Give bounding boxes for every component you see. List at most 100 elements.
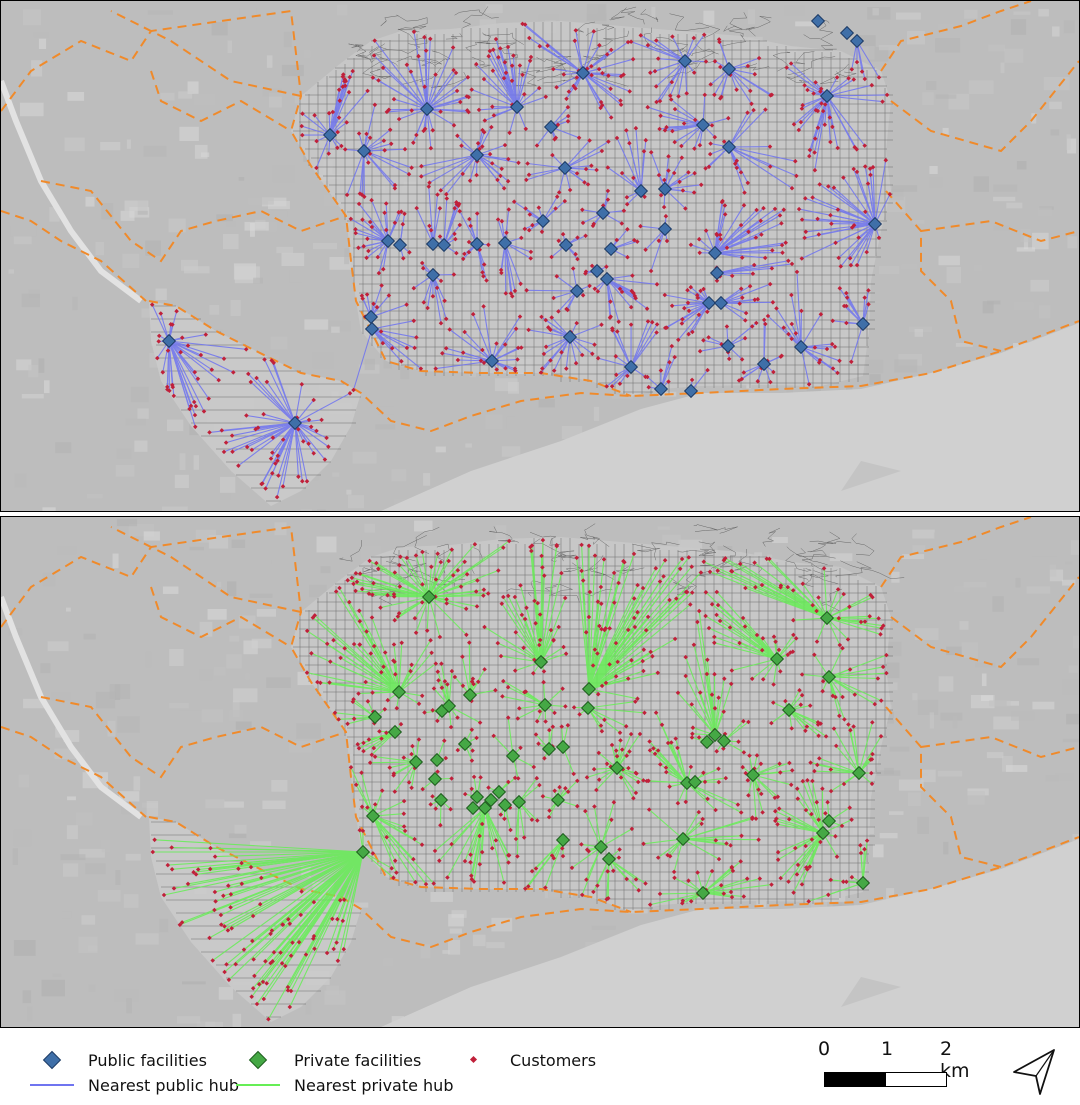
customer-point — [729, 273, 735, 279]
customer-point — [603, 680, 609, 686]
facility-hub — [462, 687, 478, 703]
customer-point — [486, 785, 491, 790]
customer-point — [210, 958, 215, 963]
customer-point — [854, 262, 860, 268]
facility-hub — [363, 309, 379, 325]
customer-point — [475, 578, 480, 583]
customer-point — [830, 366, 836, 371]
customer-point — [435, 769, 440, 774]
customer-point — [654, 322, 660, 327]
customer-point — [376, 270, 382, 276]
customer-point — [212, 907, 217, 913]
customer-point — [379, 788, 385, 793]
customer-point — [781, 325, 786, 330]
sea — [381, 839, 1079, 1027]
customer-point — [364, 292, 370, 297]
customer-point — [478, 775, 483, 780]
customer-point — [628, 304, 634, 310]
customer-point — [537, 709, 543, 714]
customer-point — [481, 262, 487, 267]
customer-point — [878, 698, 884, 703]
customer-point — [587, 283, 592, 289]
customer-point — [203, 332, 209, 337]
facility-hub — [550, 792, 566, 808]
customer-point — [647, 902, 653, 907]
customer-point — [686, 331, 691, 337]
customer-point — [763, 321, 768, 327]
customer-point — [589, 263, 595, 269]
customer-point — [379, 283, 384, 288]
customer-point — [541, 669, 547, 674]
customer-point — [460, 350, 466, 355]
customer-point — [442, 679, 448, 684]
customer-point — [371, 745, 377, 751]
customer-point — [452, 231, 457, 237]
customer-point — [611, 570, 617, 576]
customer-point — [311, 397, 316, 403]
customer-point — [611, 868, 616, 874]
customer-point — [739, 255, 745, 260]
customer-point — [399, 359, 404, 364]
customer-point — [847, 255, 853, 261]
customer-point — [218, 912, 224, 918]
customer-point — [440, 351, 445, 356]
customer-point — [419, 260, 425, 266]
customer-point — [469, 876, 475, 882]
customer-point — [467, 178, 473, 183]
customer-dot-icon — [452, 1050, 496, 1070]
customer-point — [260, 481, 265, 486]
customer-point — [345, 721, 350, 727]
customer-point — [412, 836, 417, 842]
customer-point — [526, 327, 531, 333]
customer-point — [464, 632, 469, 638]
scale-label-1: 1 — [881, 1038, 894, 1060]
customer-point — [411, 285, 417, 291]
customer-point — [647, 748, 653, 753]
customer-point — [559, 724, 564, 729]
customer-point — [604, 384, 609, 389]
municipal-boundaries — [1, 517, 1079, 949]
customer-point — [517, 314, 523, 319]
customer-point — [494, 341, 499, 346]
customer-point — [423, 881, 429, 887]
customer-point — [849, 874, 855, 880]
customer-point — [432, 848, 438, 854]
customer-point — [470, 311, 476, 317]
customer-point — [335, 958, 341, 964]
customer-point — [564, 366, 569, 371]
customer-point — [515, 345, 521, 351]
customer-point — [876, 616, 881, 621]
customer-point — [795, 796, 801, 801]
customer-point — [834, 854, 840, 859]
customer-point — [171, 393, 177, 399]
customer-point — [754, 753, 760, 758]
customer-point — [462, 858, 468, 864]
customer-point — [521, 835, 527, 840]
customer-point — [246, 371, 251, 377]
customer-point — [434, 285, 440, 291]
facility-hub — [599, 271, 615, 287]
customer-point — [644, 306, 650, 311]
customer-point — [501, 880, 507, 885]
customer-point — [484, 278, 489, 283]
customer-point — [752, 560, 757, 565]
customer-point — [551, 368, 557, 373]
customer-point — [826, 892, 831, 898]
customer-point — [590, 351, 595, 357]
customer-point — [689, 377, 695, 383]
customer-point — [524, 288, 529, 293]
customer-point — [301, 439, 306, 444]
customer-point — [409, 165, 414, 170]
customer-point — [470, 676, 476, 682]
customer-point — [823, 734, 829, 739]
facility-hub — [593, 839, 609, 855]
private-network-svg — [1, 517, 1079, 1027]
customer-point — [233, 961, 238, 967]
customer-point — [438, 278, 444, 284]
customer-point — [616, 855, 622, 860]
facility-hub — [365, 808, 381, 824]
facility-hub — [849, 33, 865, 49]
customer-point — [705, 367, 710, 373]
customer-point — [375, 254, 381, 260]
customer-point — [559, 350, 564, 355]
